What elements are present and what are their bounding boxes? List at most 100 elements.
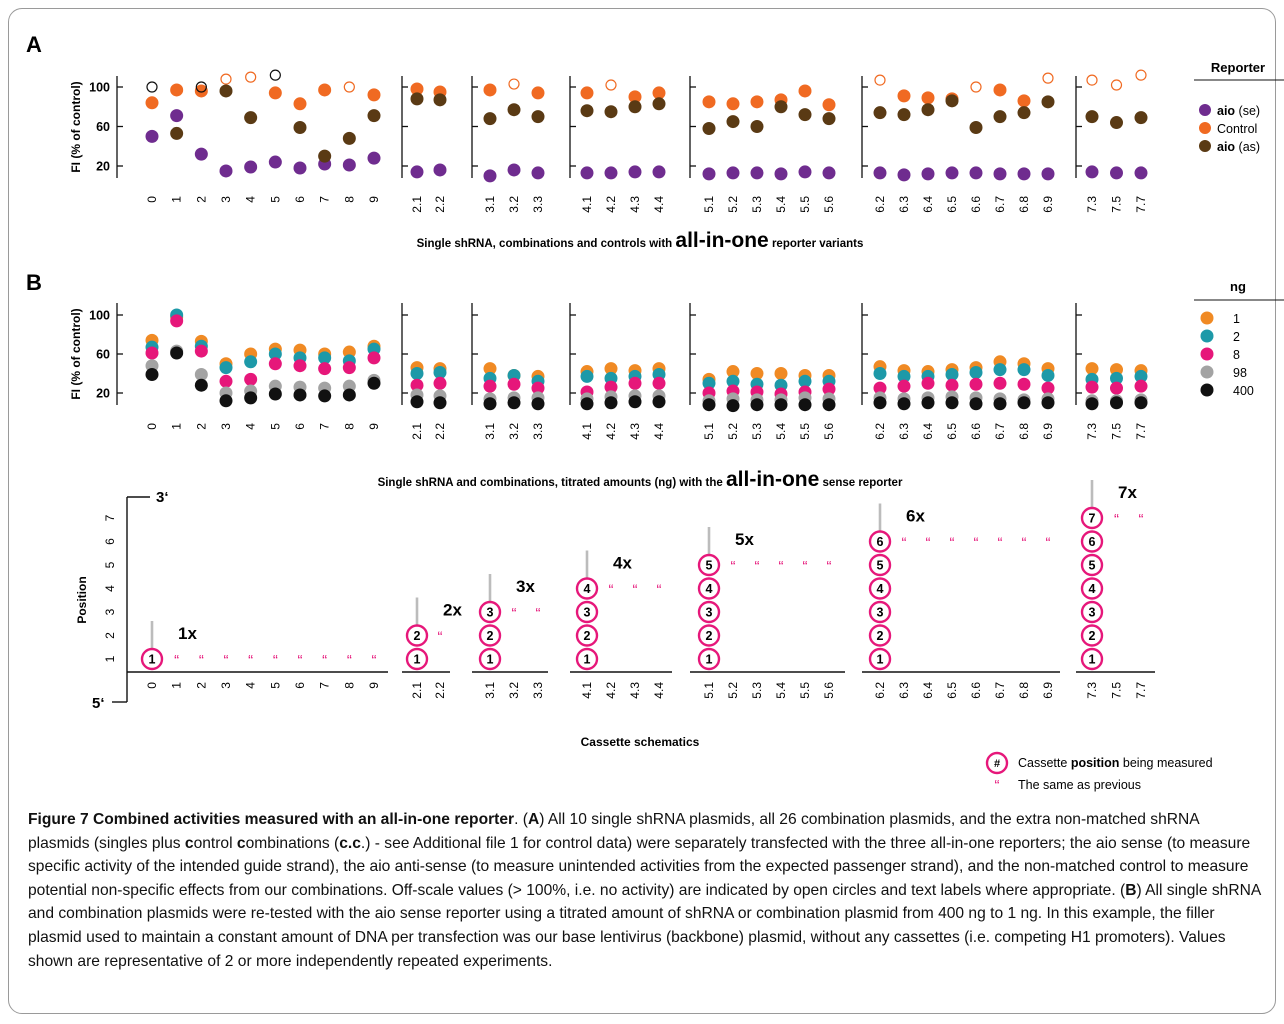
data-point-open (1086, 74, 1098, 86)
schematic-x-tick-label: 3.3 (531, 682, 545, 699)
x-tick-label: 5.2 (726, 423, 740, 440)
data-point (798, 398, 812, 412)
data-point (897, 89, 911, 103)
caption-text: ontrol (193, 834, 237, 852)
x-tick-label: 5 (268, 196, 282, 203)
data-point (433, 396, 447, 410)
schematic-x-tick-label: 2.1 (410, 682, 424, 699)
legend-position-circle-icon (985, 751, 1009, 775)
legend-label-ng: 8 (1233, 348, 1240, 362)
data-point (993, 363, 1007, 377)
legend-label-ng: 1 (1233, 312, 1240, 326)
data-point (170, 109, 184, 123)
data-point (1110, 396, 1123, 410)
y-tick-label: 60 (96, 120, 110, 134)
schematic-x-tick-label: 5.5 (798, 682, 812, 699)
x-tick-label: 7 (318, 196, 332, 203)
x-tick-label: 6.8 (1017, 423, 1031, 440)
data-point (822, 398, 836, 412)
data-point (774, 100, 788, 114)
data-point (945, 166, 959, 180)
legend-marker-ng (1200, 311, 1214, 325)
schematic-x-tick-label: 7.5 (1110, 682, 1124, 699)
position-tick-label: 1 (103, 655, 117, 662)
legend-marker-ng (1200, 383, 1214, 397)
data-point (921, 91, 935, 105)
ditto-mark: “ (1139, 511, 1144, 528)
data-point (1041, 381, 1055, 395)
y-tick-label: 60 (96, 348, 110, 362)
ditto-mark: “ (1022, 535, 1027, 552)
data-point (993, 397, 1007, 411)
data-point (342, 388, 356, 402)
data-point (531, 381, 545, 395)
y-tick-label: 100 (89, 309, 110, 323)
data-point (170, 346, 184, 360)
data-point (342, 361, 356, 375)
data-point (969, 366, 983, 380)
x-tick-label: 2.1 (410, 423, 424, 440)
data-point (750, 166, 764, 180)
cassette-position-circle (868, 624, 892, 647)
data-point (194, 367, 208, 381)
caption-text: ) All single shRNA and combination plasm… (28, 881, 1261, 970)
data-point-open (1042, 72, 1054, 84)
position-tick-label: 2 (103, 632, 117, 639)
cassette-position-circle (1080, 553, 1104, 577)
x-tick-label: 5.3 (750, 196, 764, 213)
ditto-mark: “ (1114, 511, 1119, 528)
data-point (628, 100, 642, 114)
data-point (897, 108, 911, 122)
x-tick-label: 6.5 (945, 196, 959, 213)
data-point (945, 367, 959, 381)
cassette-position-number: 4 (584, 582, 591, 596)
schematic-x-tick-label: 7.7 (1134, 682, 1148, 699)
cassette-position-number: 3 (584, 606, 591, 620)
schematic-x-tick-label: 7 (318, 682, 332, 689)
ditto-mark: “ (974, 535, 979, 552)
legend-marker-control (1199, 122, 1211, 134)
data-point (1110, 381, 1123, 395)
schematic-x-tick-label: 9 (367, 682, 381, 689)
y-tick-label: 20 (96, 160, 110, 174)
data-point (531, 110, 545, 124)
data-point (170, 126, 184, 140)
cassette-position-number: 1 (584, 653, 591, 667)
data-point-open (605, 79, 617, 91)
cassette-position-number: 2 (706, 629, 713, 643)
data-point (1085, 380, 1099, 394)
schematic-x-tick-label: 6.4 (921, 682, 935, 699)
data-point (1017, 94, 1031, 108)
data-point-open (245, 71, 257, 83)
x-tick-label: 6.3 (897, 423, 911, 440)
schematic-x-tick-label: 2 (194, 682, 208, 689)
cassette-position-number: 2 (584, 629, 591, 643)
data-point (702, 167, 716, 181)
ditto-mark: “ (438, 629, 443, 646)
data-point (945, 94, 959, 108)
x-tick-label: 4.2 (604, 423, 618, 440)
ditto-mark: “ (1046, 535, 1051, 552)
x-tick-label: 5.5 (798, 196, 812, 213)
legend-marker-ng (1200, 347, 1214, 361)
x-tick-label: 5.2 (726, 196, 740, 213)
data-point-open (1110, 79, 1123, 91)
schematic-x-tick-label: 6.2 (873, 682, 887, 699)
ditto-mark: “ (755, 558, 760, 575)
cassette-count-label: 6x (906, 507, 925, 526)
x-tick-label: 4.3 (628, 196, 642, 213)
cassette-position-circle (697, 600, 721, 624)
x-tick-label: 5.3 (750, 423, 764, 440)
data-point (410, 82, 424, 96)
x-tick-label: 9 (367, 196, 381, 203)
position-tick-label: 5 (103, 561, 117, 568)
data-point (219, 394, 233, 408)
data-point (652, 165, 666, 179)
data-point (367, 376, 381, 390)
cassette-position-circle (697, 624, 721, 647)
legend-same-text: The same as previous (1018, 778, 1141, 792)
x-tick-label: 7 (318, 423, 332, 430)
data-point (897, 369, 911, 383)
data-point (969, 166, 983, 180)
data-point (750, 367, 764, 380)
